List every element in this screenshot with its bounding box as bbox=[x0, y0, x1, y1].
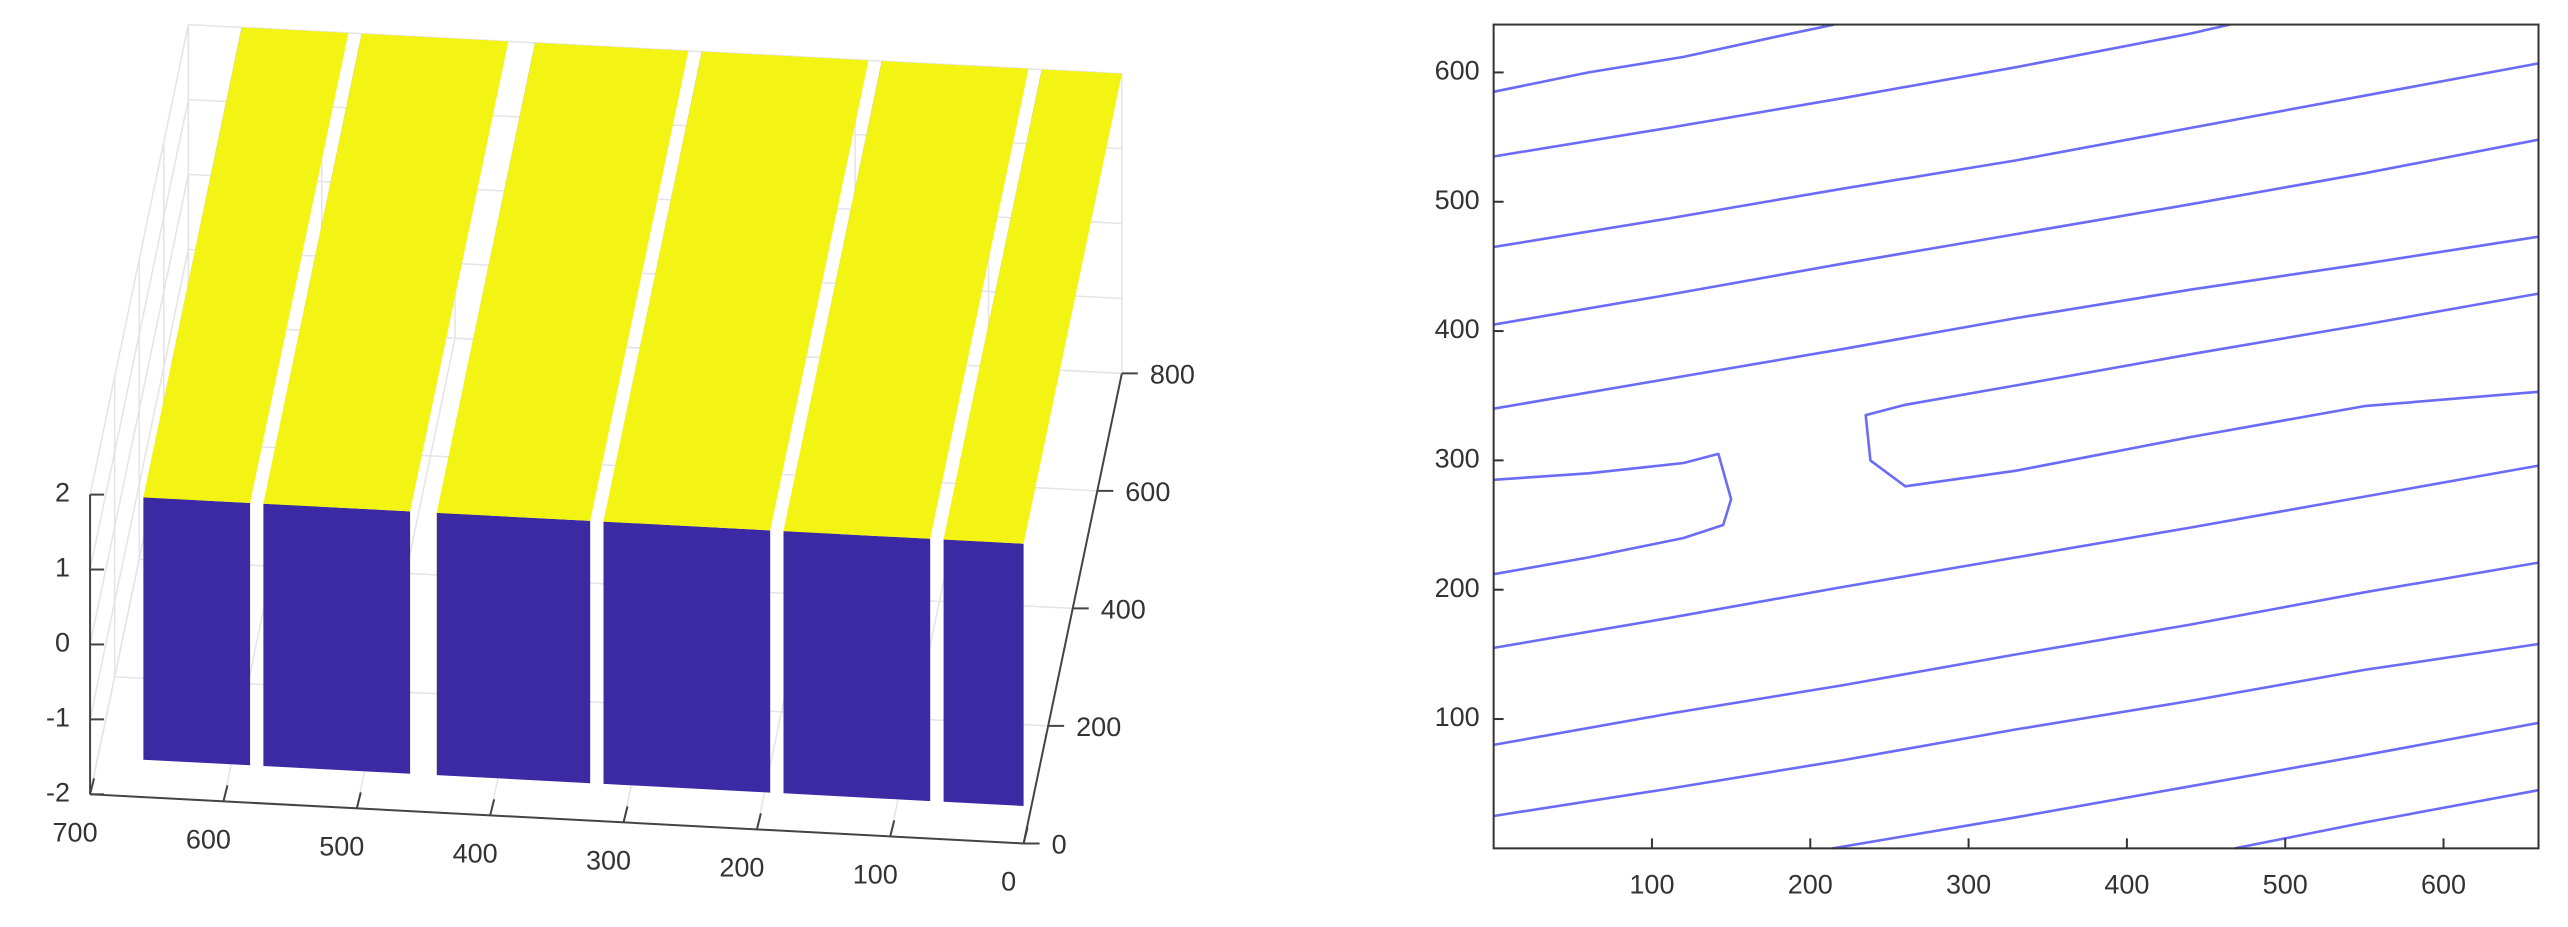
z-tick-label: 2 bbox=[55, 478, 70, 508]
z-tick-label: 1 bbox=[55, 553, 70, 583]
y-tick-label: 800 bbox=[1150, 360, 1195, 390]
y-tick-label: 500 bbox=[1435, 185, 1480, 215]
x-tick-label: 700 bbox=[53, 817, 98, 847]
plot-area bbox=[1493, 24, 2539, 849]
x-tick bbox=[489, 799, 496, 816]
z-tick-label: -1 bbox=[46, 703, 70, 733]
grid-line bbox=[89, 249, 190, 720]
x-tick-label: 600 bbox=[2421, 869, 2466, 899]
x-tick-label: 500 bbox=[319, 831, 364, 861]
contour-line bbox=[1832, 721, 2539, 850]
x-tick-label: 400 bbox=[453, 838, 498, 868]
x-tick-label: 600 bbox=[186, 824, 231, 854]
y-tick-label: 0 bbox=[1052, 830, 1067, 860]
stripe-top bbox=[943, 69, 1122, 544]
stripe-front bbox=[783, 531, 931, 802]
x-tick-label: 0 bbox=[1001, 867, 1016, 897]
x-tick-label: 200 bbox=[719, 853, 764, 883]
contour-line bbox=[1493, 23, 2231, 158]
y-tick-label: 600 bbox=[1125, 477, 1170, 507]
x-tick-label: 300 bbox=[586, 846, 631, 876]
y-tick-label: 100 bbox=[1435, 702, 1480, 732]
grid-line bbox=[188, 23, 1122, 75]
x-tick-label: 500 bbox=[2263, 869, 2308, 899]
stripe-front bbox=[943, 539, 1024, 806]
y-tick-label: 400 bbox=[1101, 595, 1146, 625]
contour-line bbox=[2234, 788, 2539, 850]
y-tick-label: 200 bbox=[1076, 712, 1121, 742]
x-tick bbox=[755, 813, 762, 830]
z-tick-label: -2 bbox=[46, 777, 70, 807]
grid-line bbox=[89, 174, 190, 645]
stripe-top bbox=[263, 33, 509, 512]
x-tick-label: 200 bbox=[1788, 869, 1833, 899]
x-tick bbox=[89, 778, 96, 795]
x-tick bbox=[622, 806, 629, 823]
contour-line bbox=[1493, 62, 2539, 249]
x-tick bbox=[355, 792, 362, 809]
y-tick-label: 400 bbox=[1435, 314, 1480, 344]
x-tick-label: 400 bbox=[2104, 869, 2149, 899]
contour-line bbox=[1493, 138, 2539, 326]
x-axis bbox=[90, 793, 1024, 845]
surface-chart: 0 100 200 300 400 500 600 700 0 200 400 600 800 -2 -1 0… bbox=[46, 23, 1195, 897]
stripe-top bbox=[603, 51, 869, 531]
y-tick-label: 600 bbox=[1435, 56, 1480, 86]
grid-line bbox=[89, 24, 190, 495]
stripe-front bbox=[603, 521, 771, 793]
contour-line bbox=[1493, 642, 2539, 818]
stripe-front bbox=[263, 503, 411, 774]
stripe-top bbox=[143, 27, 349, 504]
contour-line bbox=[1493, 235, 2539, 410]
contour-line bbox=[1493, 452, 1733, 576]
x-tick-label: 100 bbox=[1629, 869, 1674, 899]
contour-line bbox=[1493, 561, 2539, 747]
stripe-top bbox=[436, 42, 689, 521]
x-tick bbox=[222, 785, 229, 802]
contour-line bbox=[1864, 292, 2539, 488]
stripe-front bbox=[436, 512, 591, 784]
y-tick-label: 200 bbox=[1435, 573, 1480, 603]
y-tick-label: 300 bbox=[1435, 444, 1480, 474]
contour-line bbox=[1493, 464, 2539, 650]
x-tick-label: 100 bbox=[853, 860, 898, 890]
x-tick bbox=[889, 820, 896, 837]
contour-line bbox=[1493, 23, 1835, 94]
x-tick-label: 300 bbox=[1946, 869, 1991, 899]
plot-frame bbox=[1492, 23, 2540, 850]
contour-chart: 100 200 300 400 500 600 100 200 300 400 500 600 bbox=[1435, 23, 2540, 899]
stripe-front bbox=[143, 497, 251, 766]
z-tick-label: 0 bbox=[55, 628, 70, 658]
x-tick bbox=[1022, 827, 1029, 844]
grid-line bbox=[89, 99, 190, 570]
stripe-top bbox=[783, 61, 1029, 539]
